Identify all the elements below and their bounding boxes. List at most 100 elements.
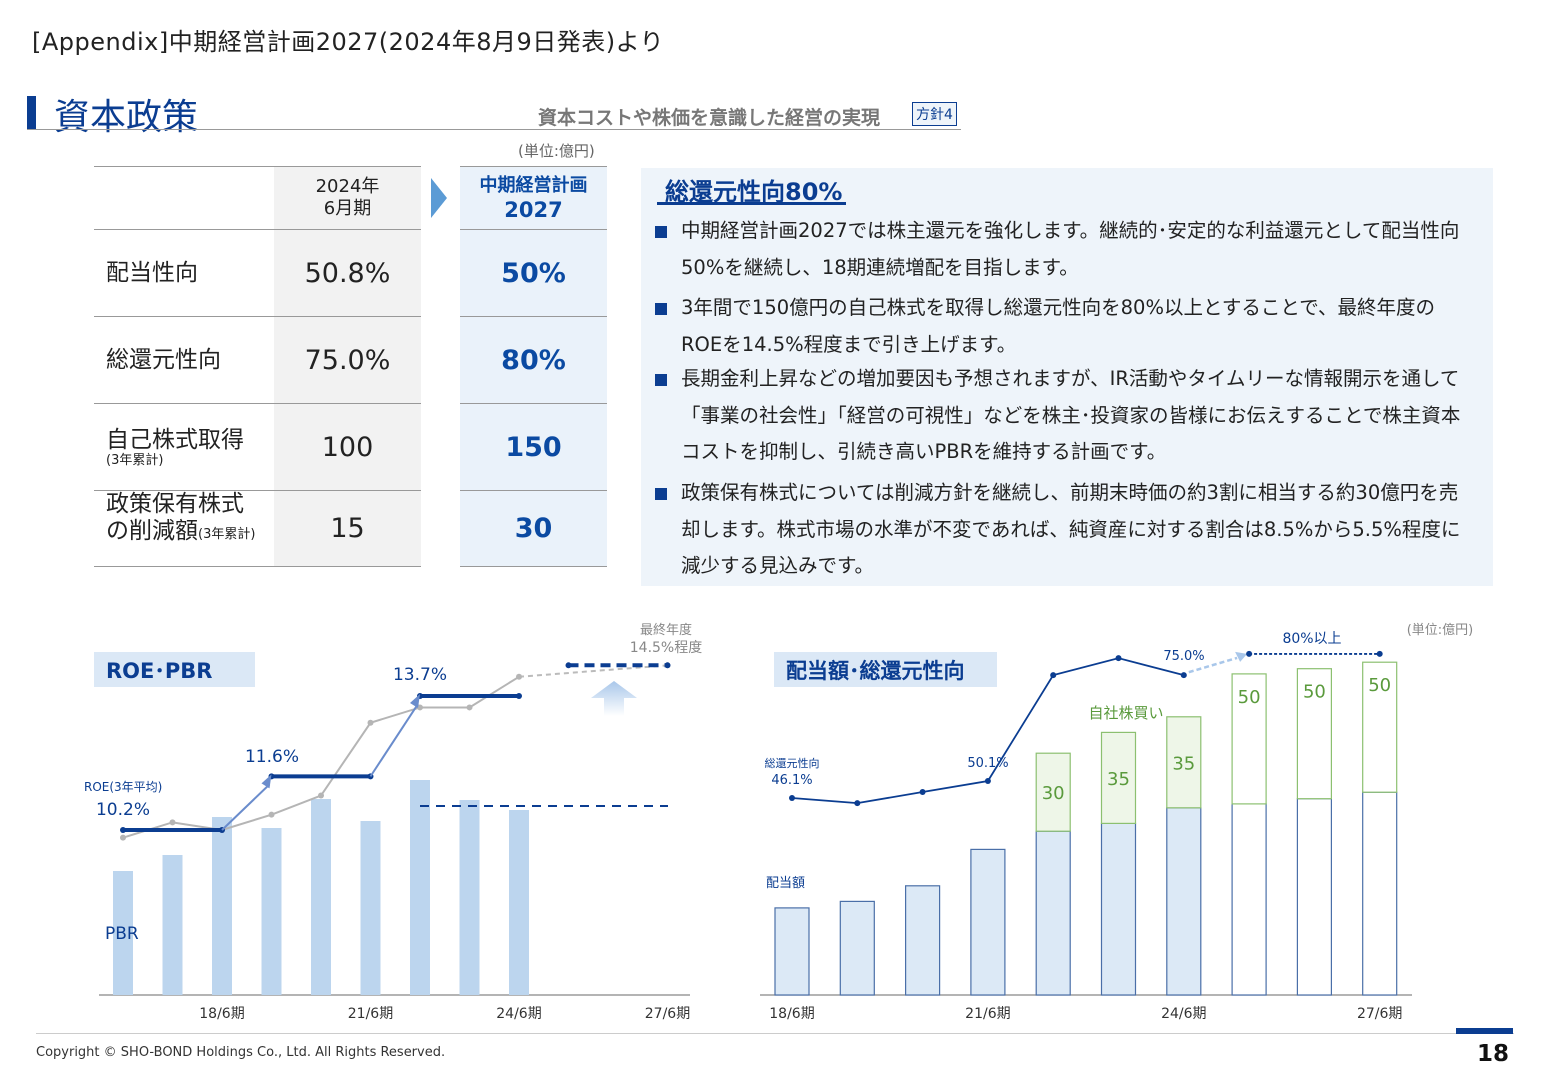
roe-step-end-point [516,692,522,699]
roe-annual-point [417,704,423,711]
buyback-bar [1100,731,1137,825]
value-plan-buyback: 150 [460,404,607,490]
buyback-bar [1296,668,1333,800]
roe-increase-arrow [221,783,271,831]
x-tick-label: 24/6期 [496,1006,541,1022]
summary-bullet: 3年間で150億円の自己株式を取得し総還元性向を80%以上とすることで、最終年度… [655,290,1465,363]
summary-bullet: 長期金利上昇などの増加要因も予想されますが、IR活動やタイムリーな情報開示を通し… [655,361,1465,471]
roe-series-label: ROE(3年平均) [84,780,162,794]
dividend-bar [774,907,810,996]
dividend-bar [1296,798,1333,996]
bullet-text: 3年間で150億円の自己株式を取得し総還元性向を80%以上とすることで、最終年度… [681,296,1436,356]
buyback-value-label: 50 [1238,687,1261,708]
bullet-text: 政策保有株式については削減方針を継続し、前期末時価の約3割に相当する約30億円を… [681,481,1461,577]
arrow-head-icon [1235,651,1248,662]
row-label-cross-shareholding: 政策保有株式 の削減額(3年累計) [94,491,274,566]
total-return-series-label: 総還元性向 [765,756,820,770]
roe-pbr-chart-title: ROE･PBR [94,652,255,687]
up-arrow-icon [591,681,637,716]
row-label-text-2: の削減額(3年累計) [106,518,255,548]
row-label-payout: 配当性向 [94,230,274,316]
total-return-point [984,778,991,784]
x-tick-label: 27/6期 [645,1006,690,1022]
roe-annual-projection-line [518,664,668,678]
bullet-square-icon [655,303,667,315]
pbr-bar [459,800,480,995]
pbr-bar [360,821,381,995]
buyback-value-label: 35 [1107,769,1130,790]
buyback-series-label: 自社株買い [1088,704,1163,722]
value-plan-cross-shareholding: 30 [460,491,607,566]
table-rule [94,490,421,491]
bullet-square-icon [655,374,667,386]
annotation-final-year: 最終年度 [640,622,692,638]
row-label-buyback: 自己株式取得 (3年累計) [94,404,274,490]
roe-annual-point [169,819,176,826]
dividend-bar [1166,807,1202,996]
bullet-text: 長期金利上昇などの増加要因も予想されますが、IR活動やタイムリーな情報開示を通し… [681,367,1461,463]
table-rule [460,229,607,230]
value-plan-payout: 50% [460,230,607,316]
buyback-value-label: 50 [1303,682,1326,703]
row-label-text: の削減額 [106,518,198,544]
table-rule [94,316,421,317]
row-label-text: 配当性向 [106,259,198,286]
bullet-text: 中期経営計画2027では株主還元を強化します。継続的･安定的な利益還元として配当… [681,219,1460,279]
pbr-bar [509,810,529,995]
header-current-line2: 6月期 [323,198,372,219]
roe-annual-point [516,673,522,680]
buyback-bar [1362,661,1398,793]
buyback-value-label: 50 [1368,675,1391,696]
roe-increase-arrow [369,703,419,777]
roe-annual-point [367,719,374,726]
buyback-value-label: 30 [1042,783,1065,804]
buyback-bar [1166,716,1202,809]
roe-label-13-7: 13.7% [393,665,447,685]
pbr-bar [261,828,282,995]
target-point [1246,650,1253,657]
title-accent-bar [27,96,36,130]
arrow-right-icon [431,178,447,218]
row-label-text: 政策保有株式 [106,491,244,517]
title-divider [27,129,961,130]
roe-annual-point [268,811,275,818]
header-plan: 中期経営計画 2027 [460,167,607,229]
bullet-square-icon [655,488,667,500]
table-rule [94,403,421,404]
dividend-bar [970,848,1006,996]
page-title: 資本政策 [54,97,199,138]
total-return-point [1180,672,1187,679]
total-return-point [854,800,861,807]
header-plan-line1: 中期経営計画 [479,175,588,196]
roe-annual-point [466,704,473,711]
row-label-note: (3年累計) [198,527,256,542]
buyback-value-label: 35 [1172,753,1195,774]
total-return-label-21: 50.1% [967,756,1008,771]
header-current-line1: 2024年 [315,176,380,197]
table-rule [460,403,607,404]
chart-unit-label: (単位:億円) [1407,622,1474,638]
footer-accent-bar [1456,1028,1513,1034]
dividend-bar [1035,830,1071,996]
page-subtitle: 資本コストや株価を意識した経営の実現 [538,107,881,129]
table-rule [460,166,607,167]
appendix-title: [Appendix]中期経営計画2027(2024年8月9日発表)より [32,28,665,56]
row-label-total-return: 総還元性向 [94,317,274,403]
roe-step-end-point [565,662,572,669]
dividend-series-label: 配当額 [766,876,805,891]
value-current-total-return: 75.0% [274,317,421,403]
arrow-head-icon [261,774,272,789]
roe-label-10-2: 10.2% [96,800,150,820]
dividend-bar [1100,822,1137,996]
pbr-bar [410,780,430,995]
x-tick-label: 21/6期 [965,1006,1010,1022]
pbr-bar [311,799,331,995]
summary-heading: 総還元性向80% [665,178,843,206]
projection-arrow [1188,656,1238,674]
target-point [1376,650,1383,657]
policy-badge: 方針4 [912,102,957,126]
x-tick-label: 21/6期 [348,1006,393,1022]
dividend-bar [839,900,875,996]
summary-bullet: 政策保有株式については削減方針を継続し、前期末時価の約3割に相当する約30億円を… [655,475,1465,585]
copyright: Copyright © SHO-BOND Holdings Co., Ltd. … [36,1045,446,1060]
